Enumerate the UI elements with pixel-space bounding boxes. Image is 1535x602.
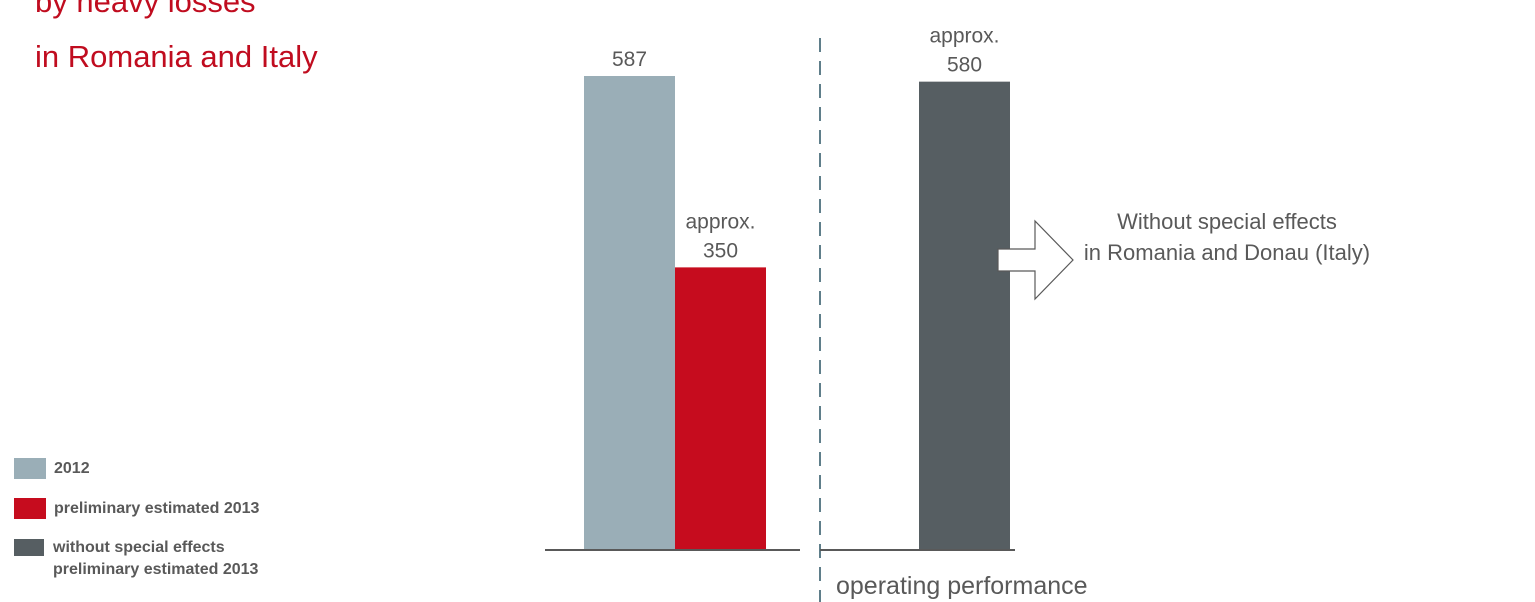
- bar-3: [919, 81, 1010, 551]
- legend-swatch: [14, 498, 46, 519]
- legend-item-estimated-2013: preliminary estimated 2013: [14, 498, 259, 519]
- legend-label-line: 2012: [54, 460, 90, 477]
- legend-swatch: [14, 458, 46, 479]
- annotation-line-1: Without special effects: [1117, 209, 1337, 234]
- right-arrow-icon: [997, 219, 1074, 301]
- bar-1: [584, 76, 675, 550]
- legend-label-line: preliminary estimated 2013: [53, 561, 259, 578]
- section-label: operating performance: [836, 572, 1088, 600]
- legend-label-line: preliminary estimated 2013: [54, 500, 260, 517]
- legend-label-line: without special effects: [53, 539, 225, 556]
- annotation-line-2: in Romania and Donau (Italy): [1084, 240, 1370, 265]
- data-labels-group: 587 approx. 350 approx. 580: [612, 25, 1000, 263]
- bars-group: [584, 76, 1010, 551]
- data-label-bar-2: approx.: [685, 210, 755, 233]
- legend-item-without-special-effects: without special effects preliminary esti…: [14, 537, 258, 581]
- legend-label: 2012: [54, 458, 90, 479]
- data-label-bar-3: approx.: [929, 25, 999, 48]
- legend-label: preliminary estimated 2013: [54, 498, 259, 519]
- bar-2: [675, 267, 766, 550]
- data-label-bar-2: 350: [703, 239, 738, 262]
- legend-swatch: [14, 539, 44, 556]
- data-label-bar-3: 580: [947, 54, 982, 77]
- legend-item-2012: 2012: [14, 458, 90, 479]
- headline-line-2: in Romania and Italy: [35, 39, 318, 74]
- legend-label: without special effects preliminary esti…: [53, 537, 258, 581]
- data-label-bar-1: 587: [612, 48, 647, 71]
- headline-line-1: by heavy losses: [35, 0, 256, 19]
